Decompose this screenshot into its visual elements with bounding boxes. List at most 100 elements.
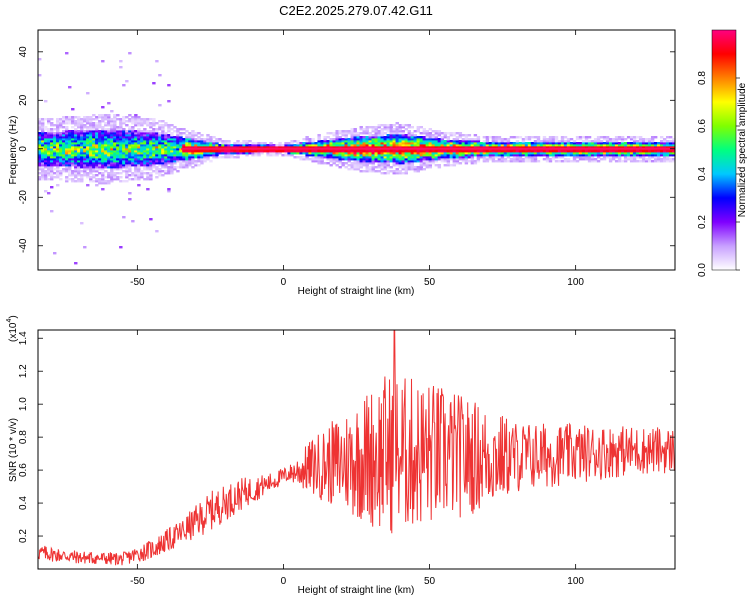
spectrogram-cell bbox=[56, 130, 60, 133]
spectrogram-cell bbox=[155, 156, 159, 159]
spectrogram-cell bbox=[167, 134, 171, 137]
spectrogram-cell bbox=[563, 154, 568, 157]
spectrogram-cell bbox=[92, 114, 96, 117]
spectrogram-cell bbox=[158, 150, 162, 153]
spectrogram-cell bbox=[182, 158, 186, 161]
spectrogram-cell bbox=[197, 144, 201, 147]
spectrogram-cell bbox=[668, 154, 673, 157]
spectrogram-cell bbox=[38, 154, 42, 157]
spectrogram-cell bbox=[158, 156, 162, 159]
spectrogram-cell bbox=[404, 146, 408, 149]
spectrogram-cell bbox=[173, 146, 177, 149]
spectrogram-cell bbox=[563, 160, 568, 163]
spectrogram-cell bbox=[212, 152, 216, 155]
spectrogram-cell bbox=[431, 150, 436, 153]
spectrogram-cell bbox=[167, 168, 171, 171]
spectrogram-cell bbox=[137, 130, 141, 133]
spectrogram-cell bbox=[602, 138, 607, 141]
spectrogram-cell bbox=[65, 52, 69, 55]
spectrogram-cell bbox=[455, 132, 460, 135]
spectrogram-cell bbox=[356, 164, 360, 167]
spectrogram-cell bbox=[89, 180, 93, 183]
spectrogram-cell bbox=[275, 152, 279, 155]
spectrogram-cell bbox=[86, 146, 90, 149]
spectrogram-cell bbox=[149, 162, 153, 165]
spectrogram-cell bbox=[134, 158, 138, 161]
spectrogram-cell bbox=[107, 130, 111, 133]
spectrogram-cell bbox=[182, 154, 186, 157]
spectrogram-cell bbox=[410, 158, 414, 161]
spectrogram-cell bbox=[242, 152, 246, 155]
spectrogram-cell bbox=[473, 138, 478, 141]
spectrogram-cell bbox=[107, 114, 111, 117]
spectrogram-cell bbox=[317, 144, 321, 147]
spectrogram-cell bbox=[131, 178, 135, 181]
spectrogram-cell bbox=[68, 120, 72, 123]
spectrogram-cell bbox=[44, 148, 48, 151]
spectrogram-cell bbox=[113, 156, 117, 159]
spectrogram-cell bbox=[83, 126, 87, 129]
spectrogram-cell bbox=[107, 176, 111, 179]
spectrogram-cell bbox=[362, 170, 366, 173]
spectrogram-cell bbox=[38, 160, 42, 163]
spectrogram-cell bbox=[125, 134, 129, 137]
spectrogram-cell bbox=[455, 144, 460, 147]
spectrogram-cell bbox=[161, 150, 165, 153]
spectrogram-cell bbox=[38, 172, 42, 175]
spectrogram-cell bbox=[395, 154, 399, 157]
spectrogram-cell bbox=[647, 146, 652, 149]
spectrogram-cell bbox=[95, 118, 99, 121]
spectrogram-cell bbox=[59, 148, 63, 151]
spectrogram-cell bbox=[440, 154, 445, 157]
spectrogram-cell bbox=[347, 158, 351, 161]
spectrogram-cell bbox=[350, 152, 354, 155]
spectrogram-cell bbox=[134, 122, 138, 125]
spectrogram-cell bbox=[284, 150, 288, 153]
spectrogram-cell bbox=[71, 162, 75, 165]
spectrogram-cell bbox=[311, 150, 315, 153]
spectrogram-cell bbox=[188, 144, 192, 147]
spectrogram-cell bbox=[641, 160, 646, 163]
spectrogram-cell bbox=[134, 150, 138, 153]
spectrogram-cell bbox=[80, 146, 84, 149]
spectrogram-cell bbox=[209, 160, 213, 163]
spectrogram-cell bbox=[209, 144, 213, 147]
spectrogram-cell bbox=[449, 164, 454, 167]
spectrogram-cell bbox=[155, 230, 159, 233]
spectrogram-cell bbox=[146, 124, 150, 127]
spectrogram-cell bbox=[569, 160, 574, 163]
spectrogram-cell bbox=[623, 154, 628, 157]
spectrogram-cell bbox=[80, 158, 84, 161]
spectrogram-cell bbox=[524, 156, 529, 159]
spectrogram-cell bbox=[419, 126, 424, 129]
spectrogram-cell bbox=[71, 156, 75, 159]
spectrogram-cell bbox=[602, 150, 607, 153]
spectrogram-cell bbox=[98, 130, 102, 133]
spectrogram-cell bbox=[500, 152, 505, 155]
spectrogram-cell bbox=[80, 174, 84, 177]
spectrogram-cell bbox=[347, 144, 351, 147]
spectrogram-cell bbox=[341, 156, 345, 159]
spectrogram-cell bbox=[380, 164, 384, 167]
spectrogram-cell bbox=[359, 156, 363, 159]
spectrogram-cell bbox=[383, 144, 387, 147]
spectrogram-cell bbox=[95, 128, 99, 131]
spectrogram-cell bbox=[302, 158, 306, 161]
spectrogram-cell bbox=[95, 160, 99, 163]
spectrogram-cell bbox=[122, 116, 126, 119]
spectrogram-cell bbox=[83, 146, 87, 149]
spectrogram-cell bbox=[98, 124, 102, 127]
spectrogram-cell bbox=[443, 158, 448, 161]
spectrogram-cell bbox=[512, 144, 517, 147]
spectrogram-cell bbox=[458, 136, 463, 139]
spectrogram-cell bbox=[203, 142, 207, 145]
spectrogram-cell bbox=[185, 166, 189, 169]
spectrogram-cell bbox=[452, 134, 457, 137]
spectrogram-cell bbox=[491, 156, 496, 159]
spectrogram-cell bbox=[404, 172, 408, 175]
spectrogram-cell bbox=[572, 144, 577, 147]
spectrogram-cell bbox=[437, 134, 442, 137]
spectrogram-cell bbox=[62, 142, 66, 145]
spectrogram-cell bbox=[110, 142, 114, 145]
spectrogram-cell bbox=[350, 146, 354, 149]
